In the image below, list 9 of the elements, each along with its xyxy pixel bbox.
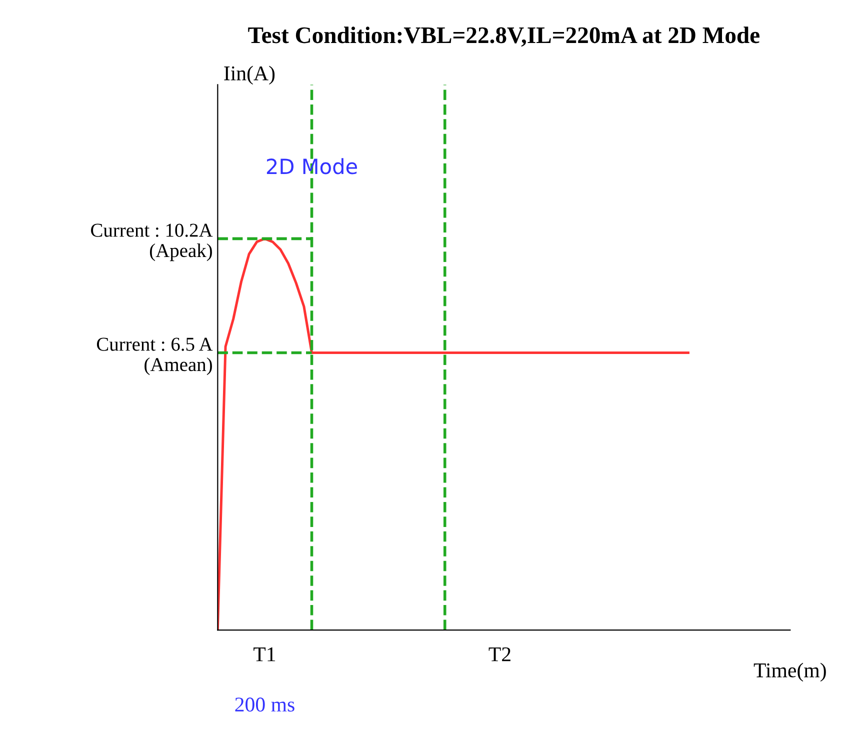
x-axis-title: Time(m) [754,662,826,682]
chart-title: Test Condition:VBL=22.8V,IL=220mA at 2D Mode [248,26,760,47]
y-axis-title: Iin(A) [224,66,275,85]
y-tick-label: Current : 6.5 A (Amean) [96,338,213,376]
y-tick-label: Current : 10.2A (Apeak) [91,224,213,262]
x-tick-label: T1 [254,647,276,662]
annotation: 2D Mode [266,158,357,174]
x-tick-label: T2 [488,647,510,662]
text: 200 ms [235,698,294,712]
